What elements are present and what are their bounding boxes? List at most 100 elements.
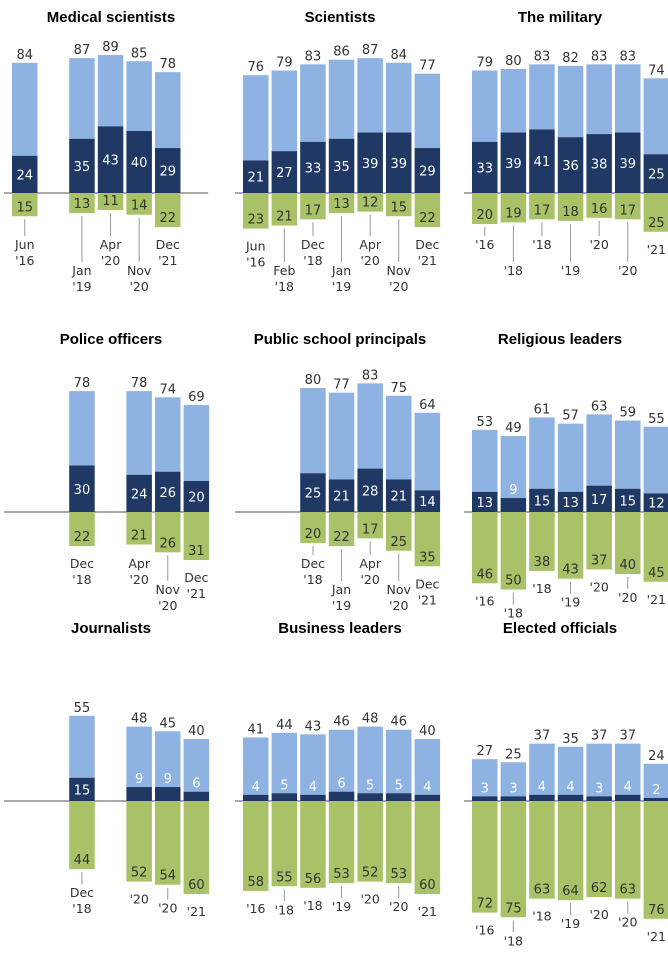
bar-negative-label: 45 xyxy=(648,566,665,581)
bar-dark-label: 35 xyxy=(74,160,91,175)
bar-negative-segment xyxy=(357,512,383,539)
x-tick-label: Apr xyxy=(100,237,122,252)
bar-negative-segment xyxy=(126,512,152,545)
bar-negative-label: 62 xyxy=(591,881,608,896)
bar-total-label: 37 xyxy=(619,729,636,744)
bar-dark-label: 9 xyxy=(135,772,143,787)
bar-dark-label: 4 xyxy=(252,780,260,795)
x-tick-label: '18 xyxy=(303,898,322,913)
bar-total-label: 84 xyxy=(390,48,407,63)
x-tick-label: '20 xyxy=(129,892,148,907)
bar-total-label: 37 xyxy=(591,729,608,744)
bar-dark-segment xyxy=(386,132,412,193)
bar-dark-label: 4 xyxy=(309,780,317,795)
bar-total-segment xyxy=(357,726,383,794)
panel-medical-scientists: Medical scientists 84 24 15 87 35 13 89 43 11 85 40… xyxy=(4,9,209,294)
bar-negative-label: 64 xyxy=(562,884,579,899)
x-tick-label: '21 xyxy=(647,592,666,607)
bar-total-label: 78 xyxy=(131,376,148,391)
bar-total-segment xyxy=(472,759,498,797)
bar-negative-label: 26 xyxy=(159,536,176,551)
bar-total-label: 40 xyxy=(188,724,205,739)
x-tick-label: '21 xyxy=(187,904,206,919)
bar-dark-segment xyxy=(328,791,355,801)
x-tick-label: '20 xyxy=(389,598,408,613)
x-tick-label: '21 xyxy=(418,904,437,919)
panel-public-school-principals: Public school principals 80 25 20 77 21 22 83 28… xyxy=(235,331,441,613)
x-tick-label: Nov xyxy=(387,263,412,278)
bar-negative-segment xyxy=(183,801,210,894)
bar-dark-label: 4 xyxy=(624,780,632,795)
bar-dark-label: 9 xyxy=(164,772,172,787)
x-tick-label: '19 xyxy=(561,263,580,278)
bar-dark-segment xyxy=(126,787,152,801)
bar-dark-label: 21 xyxy=(333,490,350,505)
bar-negative-segment xyxy=(328,193,355,214)
bar-dark-label: 25 xyxy=(648,168,665,183)
bar-total-segment xyxy=(529,64,555,130)
bar-total-label: 55 xyxy=(648,412,665,427)
bar-negative-label: 17 xyxy=(305,203,322,218)
bar-negative-label: 17 xyxy=(362,522,379,537)
bar-total-segment xyxy=(155,397,181,472)
x-tick-label: Nov xyxy=(156,582,181,597)
bar-dark-label: 25 xyxy=(305,487,322,502)
bar-total-label: 69 xyxy=(188,390,205,405)
bar-total-label: 83 xyxy=(534,49,551,64)
bar-total-label: 48 xyxy=(131,712,148,727)
bar-negative-segment xyxy=(155,512,181,553)
bar-total-segment xyxy=(357,58,383,133)
bar-total-segment xyxy=(126,391,152,475)
bar-dark-segment xyxy=(97,126,124,193)
bar-negative-label: 20 xyxy=(476,208,493,223)
bar-dark-label: 3 xyxy=(481,781,489,796)
bar-dark-segment xyxy=(271,151,298,193)
bar-total-label: 24 xyxy=(648,749,665,764)
bar-dark-segment xyxy=(386,793,412,801)
bar-negative-label: 72 xyxy=(476,897,493,912)
bar-total-segment xyxy=(328,392,355,480)
bar-dark-label: 20 xyxy=(188,491,205,506)
bar-total-segment xyxy=(557,65,584,138)
bar-negative-segment xyxy=(557,801,584,901)
bar-dark-label: 4 xyxy=(423,780,431,795)
x-tick-label: Jun xyxy=(14,237,35,252)
bar-total-label: 25 xyxy=(505,747,522,762)
x-tick-label: Jan xyxy=(331,582,351,597)
bar-total-label: 75 xyxy=(390,381,407,396)
x-tick-label: '19 xyxy=(561,916,580,931)
bar-total-label: 82 xyxy=(562,51,579,66)
bar-total-label: 79 xyxy=(276,56,293,71)
x-tick-label: '18 xyxy=(532,237,551,252)
bar-negative-label: 21 xyxy=(131,529,148,544)
bar-negative-segment xyxy=(557,512,584,579)
x-tick-label: '18 xyxy=(303,253,322,268)
x-tick-label: Feb xyxy=(273,263,295,278)
bar-dark-label: 3 xyxy=(509,781,517,796)
bar-negative-segment xyxy=(529,512,555,571)
panel-title: Elected officials xyxy=(503,620,617,637)
bar-negative-label: 50 xyxy=(505,574,522,589)
bar-total-segment xyxy=(386,62,412,133)
x-tick-label: '19 xyxy=(332,279,351,294)
bar-dark-label: 27 xyxy=(276,166,293,181)
bar-negative-segment xyxy=(500,801,527,918)
x-tick-label: '20 xyxy=(589,907,608,922)
bar-total-segment xyxy=(386,395,412,480)
bar-negative-label: 22 xyxy=(333,530,350,545)
x-tick-label: Dec xyxy=(301,237,325,252)
bar-total-segment xyxy=(12,62,38,156)
x-tick-label: Dec xyxy=(70,556,94,571)
bar-total-label: 74 xyxy=(159,382,176,397)
bar-negative-segment xyxy=(643,801,668,919)
x-tick-label: '18 xyxy=(303,572,322,587)
bar-dark-segment xyxy=(472,141,498,193)
x-tick-label: '20 xyxy=(101,253,120,268)
panel-the-military: The military 79 33 20 80 39 19 83 41 17 82 36 18 83 38… xyxy=(464,9,668,278)
bar-dark-segment xyxy=(328,479,355,512)
bar-dark-segment xyxy=(243,794,269,801)
bar-total-label: 79 xyxy=(476,56,493,71)
bar-dark-segment xyxy=(557,794,584,801)
bar-total-segment xyxy=(529,417,555,489)
bar-total-segment xyxy=(328,729,355,792)
